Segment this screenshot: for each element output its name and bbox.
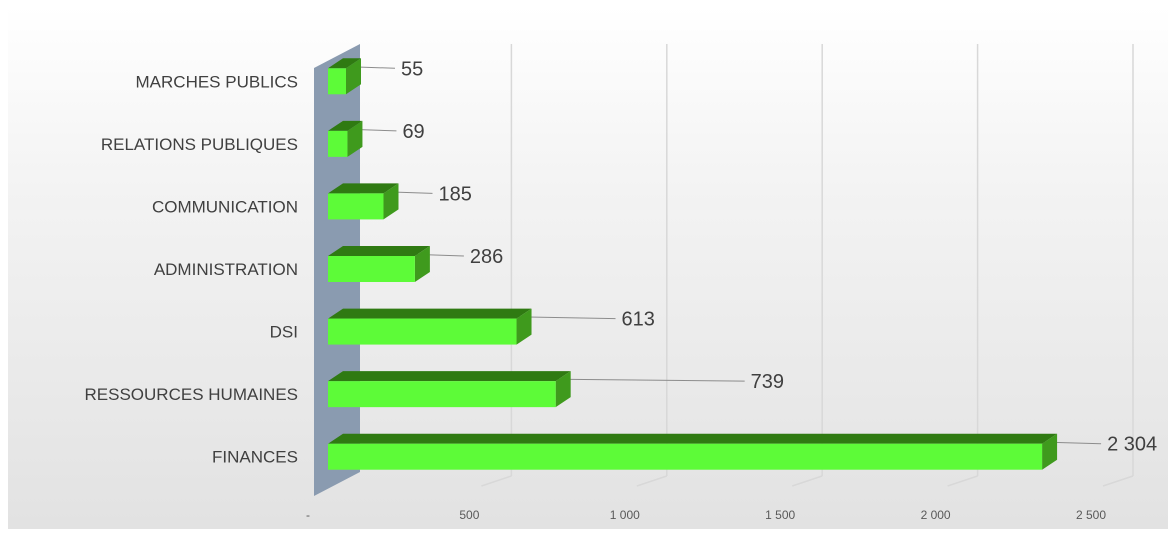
bar-side-face	[555, 371, 571, 408]
bar-side-face	[346, 58, 361, 95]
bar-chart: FINANCES RESSOURCES HUMAINES DSI ADMINISTRA…	[85, 44, 1157, 522]
bar-top-face	[328, 371, 571, 382]
bar	[328, 318, 517, 345]
data-label: 613	[622, 309, 655, 331]
bar-side-face	[347, 120, 363, 157]
bar	[328, 193, 384, 220]
gridline-floor	[947, 475, 978, 487]
gridline-floor	[1102, 475, 1134, 487]
data-label: 185	[438, 183, 471, 205]
chart-area: FINANCES RESSOURCES HUMAINES DSI ADMINISTRA…	[8, 6, 1168, 529]
category-labels: FINANCES RESSOURCES HUMAINES DSI ADMINISTRA…	[85, 72, 298, 466]
gridlines	[481, 44, 1134, 487]
gridline-floor	[636, 475, 668, 487]
x-tick-label: 2 000	[921, 508, 951, 522]
category-label: ADMINISTRATION	[154, 260, 298, 279]
leader-line	[545, 378, 745, 382]
gridline-floor	[791, 475, 823, 487]
data-label: 286	[470, 246, 503, 268]
x-tick-labels: - 500 1 000 1 500 2 000 2 500	[306, 508, 1106, 522]
bar	[328, 68, 346, 95]
category-label: MARCHES PUBLICS	[136, 72, 298, 91]
x-tick-label: 500	[459, 508, 479, 522]
data-label: 55	[401, 58, 423, 80]
bar-top-face	[328, 183, 399, 194]
category-label: COMMUNICATION	[152, 197, 298, 216]
bar-side-face	[383, 183, 399, 220]
bar-side-face	[516, 308, 532, 345]
category-label: DSI	[270, 323, 298, 342]
bars	[328, 58, 1058, 470]
value-labels: 2 304 739 613 286 185 69 55	[401, 58, 1157, 455]
category-label: RELATIONS PUBLIQUES	[101, 135, 298, 154]
x-tick-label: 1 500	[765, 508, 795, 522]
bar-top-face	[328, 433, 1058, 444]
category-label: FINANCES	[212, 448, 298, 467]
category-label: RESSOURCES HUMAINES	[85, 385, 298, 404]
x-tick-label: 2 500	[1076, 508, 1106, 522]
bar-top-face	[328, 246, 430, 256]
bar-top-face	[328, 308, 532, 319]
bar	[328, 256, 415, 282]
bar-top-face	[328, 58, 361, 69]
bar	[328, 130, 348, 157]
x-tick-label: 1 000	[610, 508, 640, 522]
bar-side-face	[414, 246, 430, 282]
bar	[328, 443, 1043, 470]
x-tick-label: -	[306, 508, 310, 522]
bar-side-face	[1042, 433, 1058, 470]
bar-top-face	[328, 120, 363, 131]
bar	[328, 381, 556, 408]
data-label: 69	[402, 121, 424, 143]
data-label: 2 304	[1107, 434, 1157, 456]
gridline-floor	[481, 475, 512, 487]
data-label: 739	[751, 371, 784, 393]
